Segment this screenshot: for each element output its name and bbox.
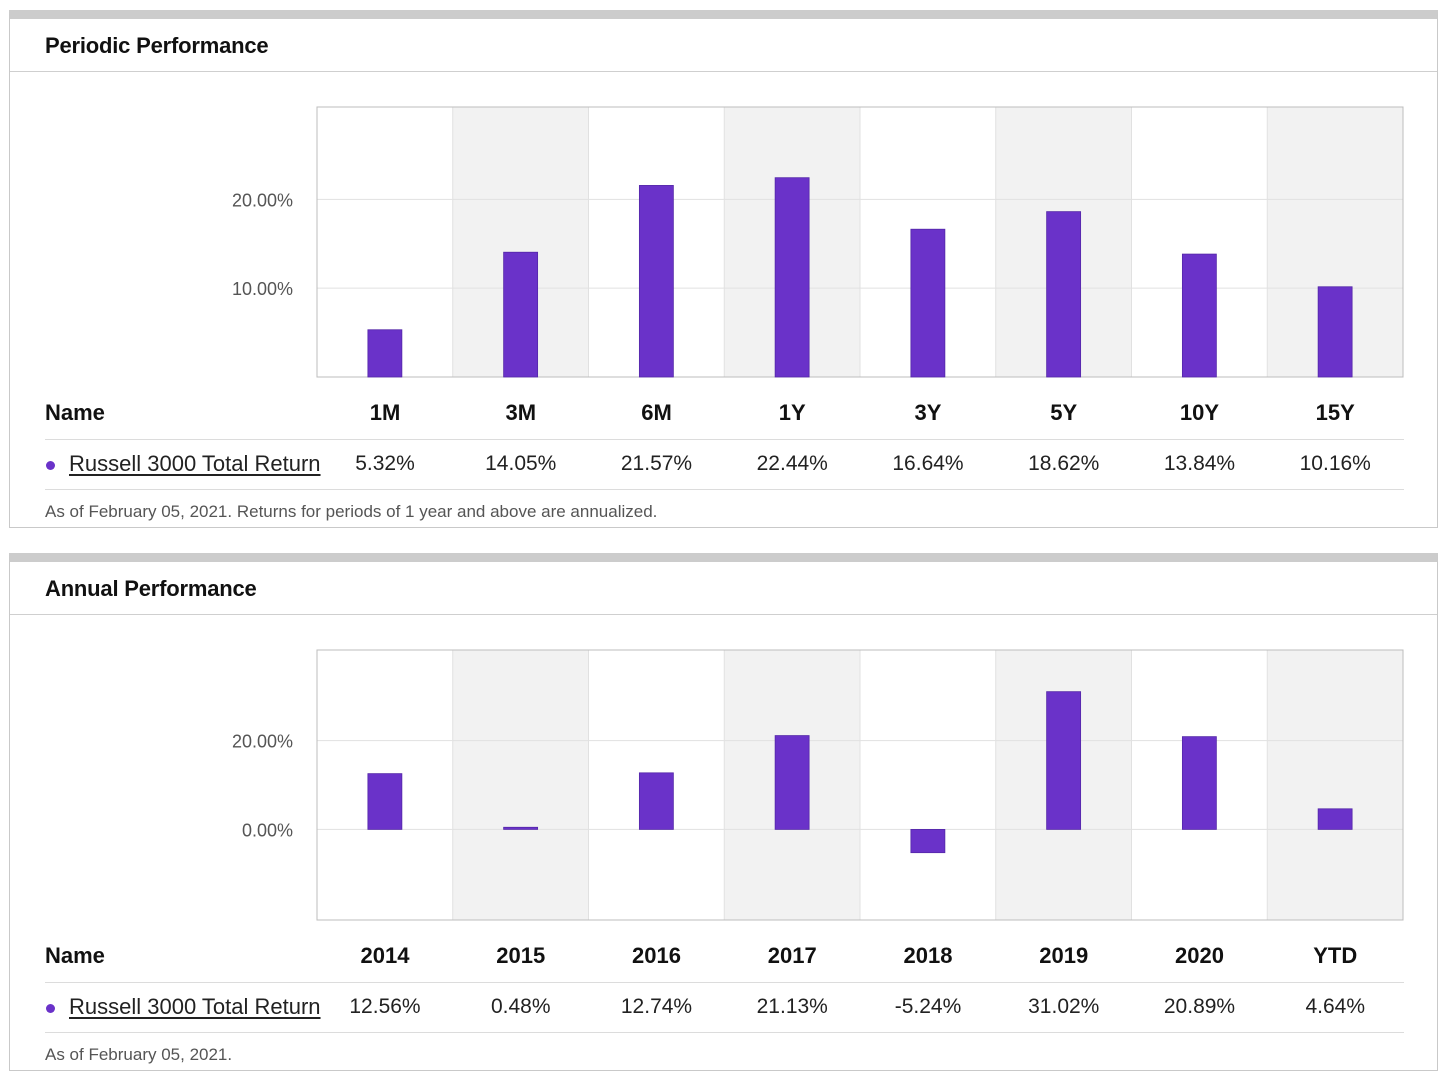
bar-3y xyxy=(910,228,946,378)
bar-ytd xyxy=(1317,808,1353,830)
y-tick-label: 20.00% xyxy=(232,732,293,752)
value-cell-2019: 31.02% xyxy=(1028,995,1100,1018)
column-header-3m: 3M xyxy=(505,400,537,425)
bar-2016 xyxy=(638,772,674,830)
column-header-2016: 2016 xyxy=(632,943,681,968)
value-cell-1m: 5.32% xyxy=(355,452,415,475)
column-header-ytd: YTD xyxy=(1313,943,1358,968)
column-header-6m: 6M xyxy=(641,400,672,425)
bar-2020 xyxy=(1181,736,1217,830)
value-cell-1y: 22.44% xyxy=(756,452,828,475)
bar-2017 xyxy=(774,735,810,830)
value-cell-2020: 20.89% xyxy=(1163,995,1236,1018)
panel-title: Periodic Performance xyxy=(45,33,269,58)
series-link[interactable]: Russell 3000 Total Return xyxy=(69,451,321,476)
y-tick-label: 20.00% xyxy=(232,190,293,210)
value-cell-3m: 14.05% xyxy=(485,452,557,475)
bar-3m xyxy=(503,251,539,378)
name-column-header: Name xyxy=(45,943,105,968)
value-cell-2018: -5.24% xyxy=(894,995,962,1018)
column-header-1m: 1M xyxy=(369,400,401,425)
column-header-2018: 2018 xyxy=(903,943,953,968)
plot-frame xyxy=(316,106,1404,378)
bar-15y xyxy=(1317,286,1353,378)
column-header-1y: 1Y xyxy=(778,400,806,425)
value-cell-ytd: 4.64% xyxy=(1305,995,1366,1018)
value-cell-15y: 10.16% xyxy=(1299,452,1371,475)
bar-2019 xyxy=(1046,691,1082,830)
column-header-2014: 2014 xyxy=(360,943,410,968)
bar-5y xyxy=(1046,211,1082,378)
column-header-2020: 2020 xyxy=(1175,943,1224,968)
bar-10y xyxy=(1181,253,1217,378)
periodic-performance-panel: Periodic Performance 10.00% 20.00% Name 1… xyxy=(9,10,1438,528)
column-header-2019: 2019 xyxy=(1039,943,1089,968)
column-header-2017: 2017 xyxy=(767,943,817,968)
column-header-10y: 10Y xyxy=(1179,400,1220,425)
row-divider xyxy=(45,982,1404,983)
value-cell-2014: 12.56% xyxy=(349,995,421,1018)
column-shade xyxy=(1267,650,1403,920)
column-header-2015: 2015 xyxy=(496,943,546,968)
footnote: As of February 05, 2021. Returns for per… xyxy=(45,502,658,521)
value-cell-2016: 12.74% xyxy=(620,995,693,1018)
panel-header: Annual Performance xyxy=(10,562,1437,615)
value-cell-10y: 13.84% xyxy=(1163,452,1236,475)
footnote: As of February 05, 2021. xyxy=(45,1045,233,1064)
value-cell-2015: 0.48% xyxy=(490,995,551,1018)
value-cell-3y: 16.64% xyxy=(892,452,964,475)
bar-2015 xyxy=(503,826,539,830)
bar-1m xyxy=(367,329,403,378)
y-tick-label: 0.00% xyxy=(242,820,293,840)
column-shade xyxy=(452,650,589,920)
series-link[interactable]: Russell 3000 Total Return xyxy=(69,994,321,1019)
bar-1y xyxy=(774,177,810,378)
row-divider xyxy=(45,489,1404,490)
row-divider xyxy=(45,439,1404,440)
periodic-performance-chart: 10.00% 20.00% xyxy=(232,106,1404,378)
bar-2014 xyxy=(367,773,403,830)
row-divider xyxy=(45,1032,1404,1033)
series-dot xyxy=(46,461,55,470)
annual-performance-chart: 0.00% 20.00% xyxy=(232,649,1404,921)
series-dot xyxy=(46,1004,55,1013)
name-column-header: Name xyxy=(45,400,105,425)
column-header-15y: 15Y xyxy=(1315,400,1355,425)
column-header-3y: 3Y xyxy=(914,400,942,425)
column-header-5y: 5Y xyxy=(1050,400,1078,425)
value-cell-5y: 18.62% xyxy=(1028,452,1100,475)
plot-frame xyxy=(316,649,1404,921)
bar-2018 xyxy=(910,829,946,854)
bar-6m xyxy=(638,185,674,378)
annual-performance-panel: Annual Performance 0.00% 20.00% Name 2014… xyxy=(9,553,1438,1071)
y-tick-label: 10.00% xyxy=(232,279,293,299)
value-cell-6m: 21.57% xyxy=(620,452,693,475)
panel-title: Annual Performance xyxy=(45,576,257,601)
value-cell-2017: 21.13% xyxy=(756,995,828,1018)
panel-header: Periodic Performance xyxy=(10,19,1437,72)
